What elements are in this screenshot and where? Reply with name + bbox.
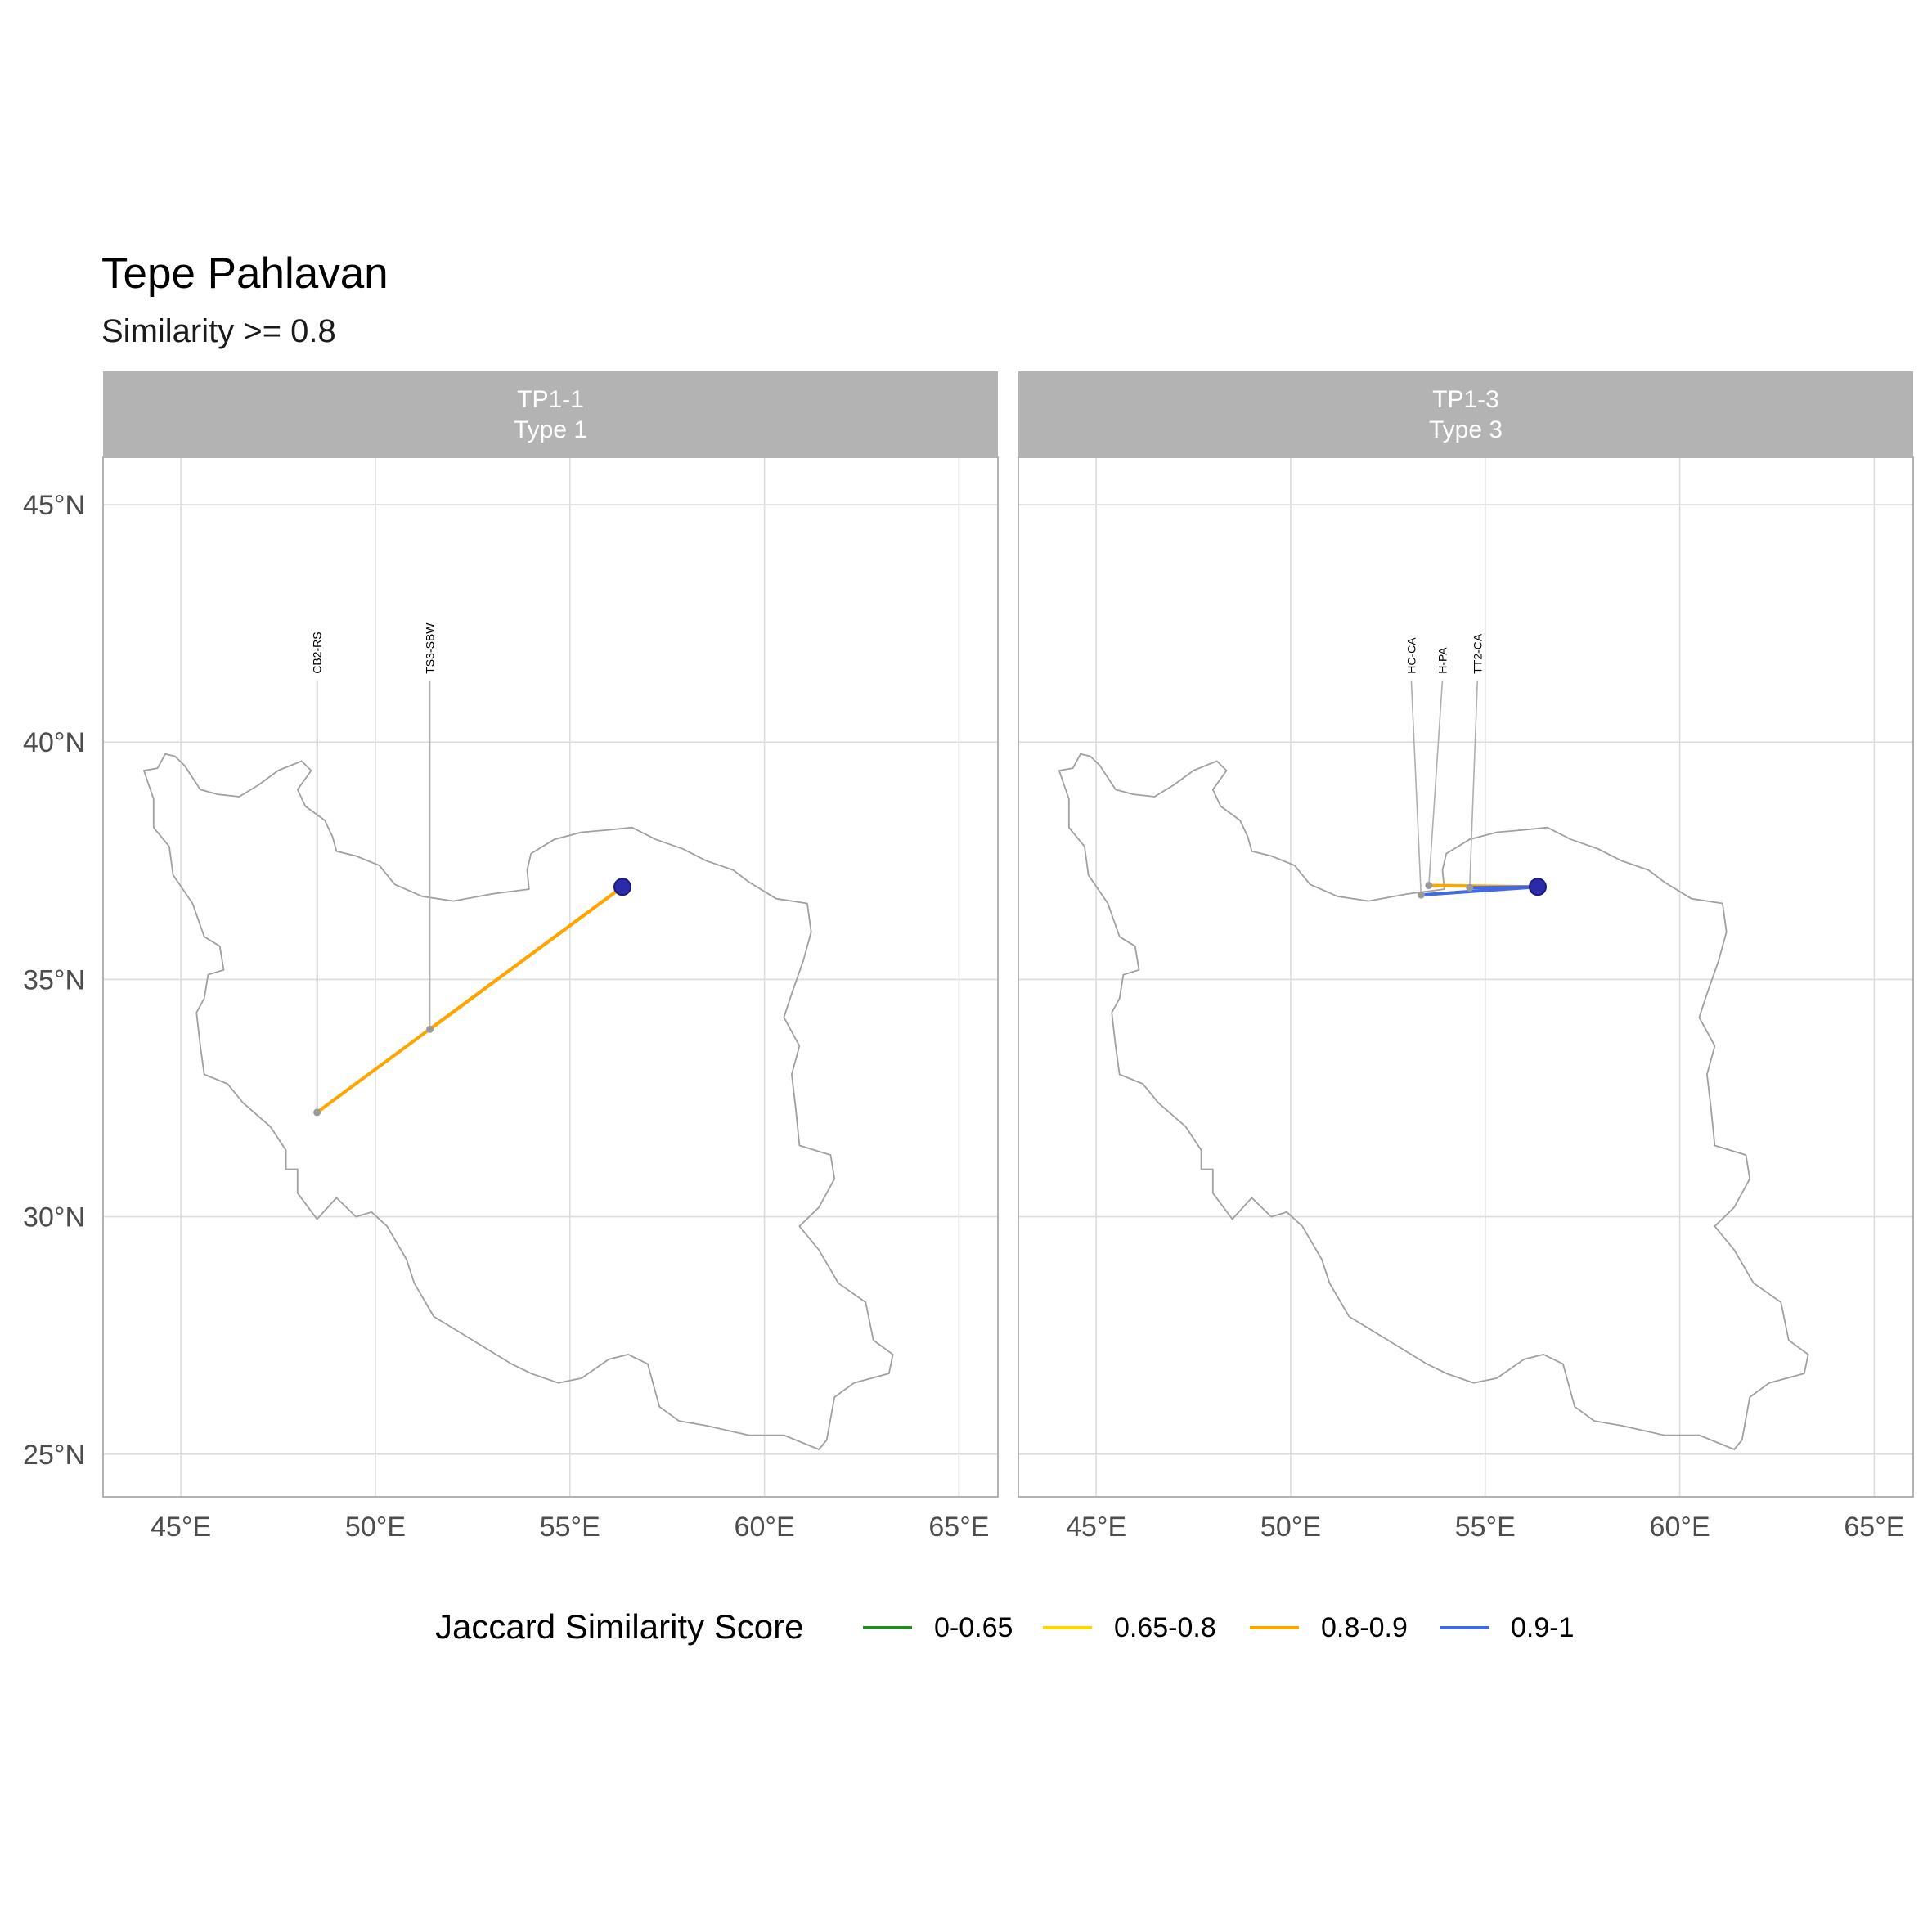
label-leader-line <box>1410 680 1422 896</box>
legend-item-1: 0.65-0.8 <box>1043 1612 1216 1643</box>
x-tick-label: 60°E <box>735 1512 795 1543</box>
x-tick-label: 50°E <box>1260 1512 1321 1543</box>
x-tick-label: 55°E <box>540 1512 600 1543</box>
site-point <box>1417 891 1425 899</box>
legend-item-3: 0.9-1 <box>1440 1612 1575 1643</box>
legend-label-0: 0-0.65 <box>934 1612 1013 1643</box>
x-tick-label: 65°E <box>1844 1512 1904 1543</box>
legend-label-1: 0.65-0.8 <box>1114 1612 1216 1643</box>
facet-strip-2 <box>1018 371 1913 457</box>
legend-item-0: 0-0.65 <box>863 1612 1013 1643</box>
facet-strip-1-line1: TP1-1 <box>517 386 584 413</box>
site-point <box>426 1025 434 1033</box>
y-tick-label: 25°N <box>23 1440 85 1471</box>
site-label: HC-CA <box>1404 637 1418 674</box>
label-leader-line <box>1468 680 1479 888</box>
x-tick-label: 55°E <box>1455 1512 1516 1543</box>
map-panel-2: 45°E 50°E 55°E 60°E 65°E HC-CA H-PA TT2-CA <box>1018 456 1914 1543</box>
site-point <box>1466 883 1474 892</box>
legend-item-2: 0.8-0.9 <box>1250 1612 1408 1643</box>
site-label: TS3-SBW <box>424 622 437 674</box>
similarity-connection <box>428 885 624 1031</box>
site-label: TT2-CA <box>1471 633 1484 674</box>
label-leader-line <box>1428 680 1444 886</box>
country-outline <box>143 753 894 1450</box>
legend-label-3: 0.9-1 <box>1511 1612 1575 1643</box>
legend-label-2: 0.8-0.9 <box>1321 1612 1408 1643</box>
site-point <box>313 1108 321 1117</box>
map-subtitle: Similarity >= 0.8 <box>101 313 336 349</box>
map-panel-1: 45°E 50°E 55°E 60°E 65°E CB2-RS TS3-SBW <box>102 456 999 1543</box>
panel-border <box>102 456 999 1498</box>
y-axis-labels: 25°N 30°N 35°N 40°N 45°N <box>23 490 85 1471</box>
map-title: Tepe Pahlavan <box>101 249 389 298</box>
origin-site-point <box>1528 878 1547 896</box>
facet-strip-2-line1: TP1-3 <box>1432 386 1499 413</box>
site-label: H-PA <box>1436 647 1449 674</box>
facet-strip-1 <box>103 371 998 457</box>
facet-panel-2: TP1-3 Type 3 45°E 50°E 55°E 60°E 65°E HC-CA H-… <box>1018 371 1914 1543</box>
y-tick-label: 45°N <box>23 490 85 521</box>
facet-strip-2-line2: Type 3 <box>1429 416 1503 443</box>
legend: Jaccard Similarity Score 0-0.65 0.65-0.8… <box>435 1607 1575 1646</box>
x-tick-label: 45°E <box>151 1512 211 1543</box>
site-point <box>1425 881 1433 889</box>
x-tick-label: 60°E <box>1650 1512 1710 1543</box>
y-tick-label: 35°N <box>23 964 85 995</box>
y-tick-label: 40°N <box>23 727 85 758</box>
facet-panel-1: TP1-1 Type 1 45°E 50°E 55°E 60°E 65°E CB2-RS T… <box>102 371 999 1543</box>
y-tick-label: 30°N <box>23 1202 85 1233</box>
x-tick-label: 45°E <box>1066 1512 1126 1543</box>
origin-site-point <box>613 878 631 896</box>
country-outline <box>1058 753 1809 1450</box>
facet-strip-1-line2: Type 1 <box>514 416 587 443</box>
panel-border <box>1018 456 1914 1498</box>
x-tick-label: 50°E <box>345 1512 406 1543</box>
x-tick-label: 65°E <box>928 1512 989 1543</box>
legend-title: Jaccard Similarity Score <box>435 1607 803 1646</box>
site-label: CB2-RS <box>311 631 324 673</box>
